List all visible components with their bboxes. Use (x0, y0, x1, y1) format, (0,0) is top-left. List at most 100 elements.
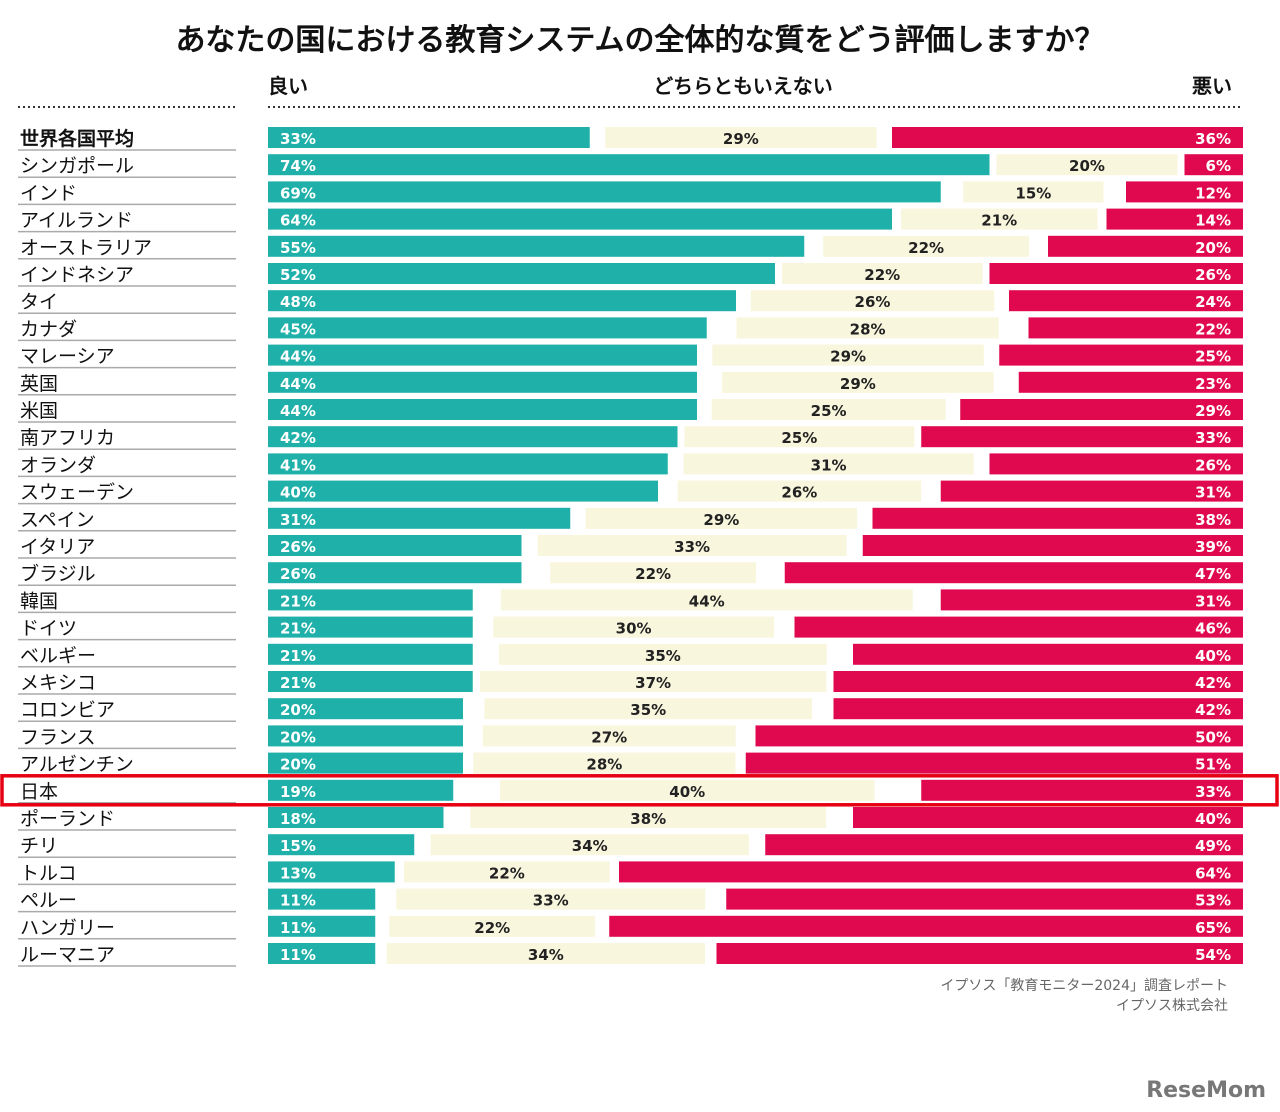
bar-bad (833, 698, 1243, 720)
value-label-good: 18% (280, 810, 316, 828)
bar-bad (989, 263, 1243, 284)
bar-bad (609, 915, 1243, 937)
value-label-good: 19% (280, 783, 316, 801)
value-label-good: 20% (280, 756, 316, 774)
bar-bad (1018, 371, 1243, 393)
value-label-neutral: 26% (781, 484, 817, 502)
bar-good (268, 453, 668, 475)
bar-good (268, 861, 395, 883)
bar-good (268, 915, 376, 937)
value-label-neutral: 44% (689, 592, 725, 610)
category-label: 米国 (20, 400, 58, 422)
bar-bad (716, 943, 1243, 964)
bar-good (268, 154, 990, 176)
bar-neutral (996, 154, 1178, 176)
value-label-neutral: 25% (811, 402, 847, 420)
bar-neutral (684, 426, 915, 448)
bar-bad (784, 562, 1243, 584)
category-label: コロンビア (20, 699, 115, 721)
category-label: マレーシア (20, 346, 115, 368)
value-label-bad: 31% (1195, 592, 1231, 610)
bar-bad (726, 888, 1243, 910)
value-label-neutral: 22% (635, 565, 671, 583)
value-label-neutral: 35% (645, 647, 681, 665)
bar-bad (619, 861, 1243, 883)
value-label-good: 15% (280, 837, 316, 855)
value-label-good: 74% (280, 157, 316, 175)
header-good: 良い (268, 74, 308, 98)
bar-bad (892, 127, 1243, 148)
header-bad: 悪い (1192, 74, 1232, 98)
value-label-good: 40% (280, 484, 316, 502)
value-label-bad: 20% (1195, 239, 1231, 257)
bar-bad (1048, 235, 1243, 257)
bar-good (268, 943, 376, 964)
category-label: トルコ (20, 862, 77, 884)
bar-bad (862, 535, 1243, 556)
category-label: タイ (20, 291, 58, 313)
bar-neutral (389, 915, 596, 937)
value-label-neutral: 29% (723, 130, 759, 148)
bar-bad (765, 834, 1243, 856)
value-label-bad: 50% (1195, 728, 1231, 746)
category-label: ハンガリー (20, 917, 115, 939)
category-label: スペイン (20, 509, 95, 531)
value-label-neutral: 31% (811, 456, 847, 474)
value-label-bad: 42% (1195, 701, 1231, 719)
bar-neutral (493, 616, 775, 638)
bar-neutral (683, 453, 974, 475)
value-label-good: 21% (280, 674, 316, 692)
bar-neutral (482, 725, 736, 747)
value-label-good: 21% (280, 647, 316, 665)
category-label: ルーマニア (20, 944, 115, 966)
value-label-bad: 36% (1195, 130, 1231, 148)
value-label-bad: 33% (1195, 429, 1231, 447)
bar-neutral (484, 698, 813, 720)
bar-good (268, 807, 444, 828)
value-label-good: 41% (280, 456, 316, 474)
value-label-good: 21% (280, 592, 316, 610)
category-label: チリ (20, 835, 58, 857)
value-label-bad: 22% (1195, 320, 1231, 338)
value-label-bad: 39% (1195, 538, 1231, 556)
category-label: 日本 (20, 781, 58, 803)
bar-neutral (736, 317, 999, 339)
value-label-bad: 38% (1195, 511, 1231, 529)
value-label-good: 33% (280, 130, 316, 148)
value-label-good: 44% (280, 402, 316, 420)
value-label-good: 11% (280, 892, 316, 910)
bar-good (268, 263, 775, 284)
value-label-neutral: 34% (572, 837, 608, 855)
bar-neutral (711, 399, 946, 420)
source-line-2: イプソス株式会社 (1116, 998, 1228, 1014)
value-label-bad: 64% (1195, 864, 1231, 882)
bar-neutral (823, 235, 1030, 257)
value-label-neutral: 37% (635, 674, 671, 692)
bar-neutral (550, 562, 757, 584)
source-line-1: イプソス「教育モニター2024」調査レポート (940, 978, 1228, 994)
value-label-neutral: 34% (528, 946, 564, 964)
bar-good (268, 752, 463, 774)
bar-bad (940, 480, 1243, 502)
bar-bad (794, 616, 1243, 638)
bar-bad (853, 807, 1243, 828)
value-label-neutral: 33% (533, 892, 569, 910)
bar-neutral (500, 779, 875, 801)
bar-bad (853, 643, 1243, 665)
value-label-good: 20% (280, 701, 316, 719)
value-label-bad: 26% (1195, 456, 1231, 474)
bar-neutral (430, 834, 749, 856)
category-label: オランダ (20, 454, 96, 476)
category-label: シンガポール (20, 155, 134, 177)
bar-neutral (605, 127, 877, 148)
category-label: フランス (20, 726, 96, 748)
bar-neutral (396, 888, 706, 910)
category-label: アイルランド (20, 210, 133, 232)
bar-neutral (585, 507, 858, 529)
resemom-logo: ReseMom (1146, 1078, 1266, 1103)
bar-neutral (537, 535, 847, 556)
bar-bad (940, 589, 1243, 611)
value-label-bad: 46% (1195, 620, 1231, 638)
bar-bad (960, 399, 1243, 420)
